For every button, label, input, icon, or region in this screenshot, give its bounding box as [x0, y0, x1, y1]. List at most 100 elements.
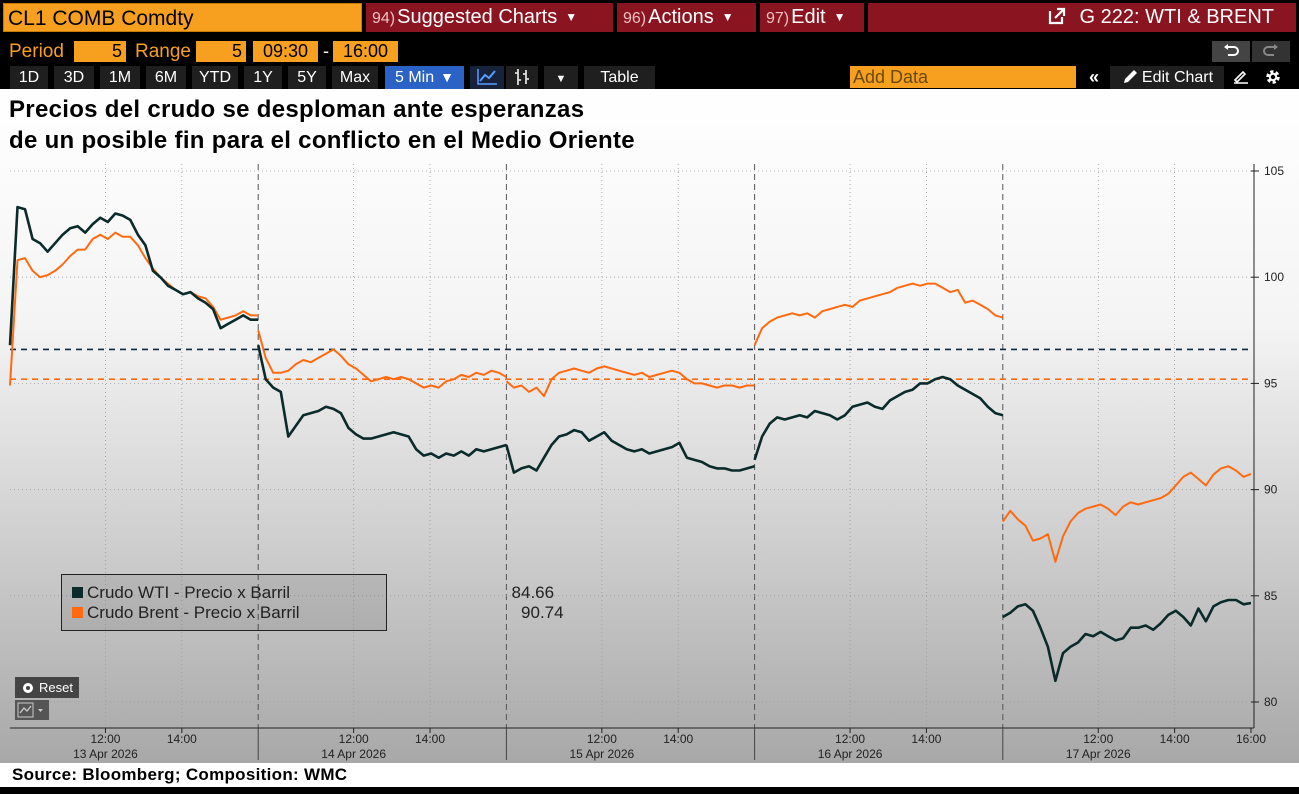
x-tick-label: 12:00 — [339, 732, 369, 746]
series-line-brent-day-4 — [753, 282, 1004, 346]
edit-layout-button[interactable] — [1228, 66, 1254, 89]
legend-entry-brent: Crudo Brent - Precio x Barril 90.74 — [72, 603, 564, 623]
chart-type-dropdown[interactable]: ▼ — [544, 66, 578, 89]
mini-chart-icon — [17, 702, 43, 718]
chevron-down-icon: ▼ — [555, 73, 567, 85]
x-tick-label: 12:00 — [1083, 732, 1113, 746]
x-tick-label: 14:00 — [1160, 732, 1190, 746]
series-line-brent-day-2 — [257, 330, 507, 389]
actions-label: Actions — [648, 6, 714, 28]
timeframe-button-3d[interactable]: 3D — [54, 66, 94, 89]
collapse-button[interactable]: « — [1080, 66, 1108, 89]
chevron-down-icon: ▼ — [721, 10, 734, 24]
reset-icon — [23, 683, 33, 693]
redo-icon — [1263, 44, 1278, 56]
series-line-wti-day-3 — [505, 428, 755, 474]
time-separator: - — [323, 41, 329, 61]
series-line-brent-day-3 — [505, 365, 755, 398]
y-tick-label: 80 — [1264, 695, 1278, 709]
actions-shortcut: 96) — [623, 10, 647, 27]
x-tick-label: 12:00 — [587, 732, 617, 746]
chart-title: Precios del crudo se desploman ante espe… — [9, 96, 635, 154]
period-input[interactable]: 5 — [74, 41, 126, 62]
timeframe-button-5y[interactable]: 5Y — [288, 66, 326, 89]
top-toolbar: CL1 COMB Comdty 94) Suggested Charts ▼ 96)… — [0, 0, 1299, 36]
suggested-charts-label: Suggested Charts — [397, 6, 558, 28]
x-date-label: 14 Apr 2026 — [321, 747, 386, 761]
interval-dropdown[interactable]: 5 Min ▼ — [385, 66, 464, 89]
timeframe-button-6m[interactable]: 6M — [146, 66, 186, 89]
line-chart-toggle[interactable] — [470, 66, 504, 89]
chart-id-bar: G 222: WTI & BRENT — [868, 3, 1296, 32]
x-tick-label: 16:00 — [1236, 732, 1266, 746]
edit-shortcut: 97) — [766, 10, 790, 27]
y-tick-label: 85 — [1264, 589, 1278, 603]
bottom-strip — [0, 787, 1299, 794]
x-tick-label: 12:00 — [90, 732, 120, 746]
redo-button[interactable] — [1252, 41, 1290, 62]
legend-swatch-wti — [72, 587, 83, 598]
time-end-input[interactable]: 16:00 — [333, 41, 398, 62]
line-chart-icon — [477, 69, 497, 85]
pencil-icon — [1123, 70, 1137, 83]
timeframe-bar: 1D 3D 1M 6M YTD 1Y 5Y Max 5 Min ▼ ▼ Table… — [0, 65, 1299, 89]
range-input[interactable]: 5 — [196, 41, 246, 62]
period-label: Period — [9, 41, 64, 62]
edit-label: Edit — [791, 6, 826, 28]
series-line-wti-day-2 — [256, 344, 507, 460]
chart-background — [0, 89, 1299, 763]
x-date-label: 17 Apr 2026 — [1066, 747, 1131, 761]
bar-chart-toggle[interactable] — [506, 66, 538, 89]
suggested-charts-menu[interactable]: 94) Suggested Charts ▼ — [366, 3, 613, 32]
edit-menu[interactable]: 97) Edit ▼ — [760, 3, 864, 32]
legend-entry-wti: Crudo WTI - Precio x Barril 84.66 — [72, 583, 554, 603]
actions-menu[interactable]: 96) Actions ▼ — [617, 3, 756, 32]
x-date-label: 16 Apr 2026 — [818, 747, 883, 761]
time-start-input[interactable]: 09:30 — [253, 41, 318, 62]
x-tick-label: 14:00 — [663, 732, 693, 746]
series-line-wti-day-1 — [8, 205, 259, 346]
timeframe-button-ytd[interactable]: YTD — [192, 66, 238, 89]
range-label: Range — [135, 41, 191, 62]
add-data-input[interactable]: Add Data — [850, 66, 1076, 88]
double-chevron-left-icon: « — [1088, 67, 1099, 87]
gear-icon — [1266, 70, 1280, 84]
ticker-field[interactable]: CL1 COMB Comdty — [3, 3, 362, 32]
legend-value-brent: 90.74 — [521, 603, 564, 622]
external-link-icon[interactable] — [1048, 7, 1066, 25]
source-caption: Source: Bloomberg; Composition: WMC — [0, 763, 1299, 787]
x-tick-label: 14:00 — [415, 732, 445, 746]
timeframe-button-1y[interactable]: 1Y — [244, 66, 282, 89]
undo-button[interactable] — [1212, 41, 1250, 62]
timeframe-button-1m[interactable]: 1M — [100, 66, 140, 89]
x-tick-label: 14:00 — [911, 732, 941, 746]
table-button[interactable]: Table — [584, 66, 655, 89]
chart-id-label: G 222: WTI & BRENT — [1079, 6, 1274, 28]
y-tick-label: 105 — [1264, 164, 1284, 178]
series-line-brent-day-1 — [9, 231, 259, 386]
suggested-charts-shortcut: 94) — [372, 10, 396, 27]
x-date-label: 13 Apr 2026 — [73, 747, 138, 761]
settings-button[interactable] — [1258, 66, 1288, 89]
y-tick-label: 90 — [1264, 483, 1278, 497]
interval-label: 5 Min — [395, 69, 435, 86]
edit-layout-icon — [1233, 70, 1248, 84]
x-tick-label: 12:00 — [835, 732, 865, 746]
reset-button[interactable]: Reset — [15, 677, 79, 698]
chart-legend[interactable]: Crudo WTI - Precio x Barril 84.66 Crudo … — [61, 574, 564, 631]
legend-swatch-brent — [72, 607, 83, 618]
settings-bar: Period 5 Range 5 09:30 - 16:00 — [0, 38, 1299, 65]
edit-chart-button[interactable]: Edit Chart — [1110, 66, 1224, 89]
timeframe-button-max[interactable]: Max — [332, 66, 378, 89]
chevron-down-icon: ▼ — [565, 10, 578, 24]
timeframe-button-1d[interactable]: 1D — [10, 66, 48, 89]
series-line-brent-day-5 — [1001, 465, 1252, 563]
x-date-label: 15 Apr 2026 — [569, 747, 634, 761]
y-tick-label: 95 — [1264, 376, 1278, 390]
y-tick-label: 100 — [1264, 270, 1284, 284]
series-line-wti-day-4 — [753, 375, 1004, 461]
mini-chart-button[interactable] — [15, 700, 49, 720]
legend-value-wti: 84.66 — [511, 583, 555, 602]
bar-chart-icon — [515, 69, 529, 85]
